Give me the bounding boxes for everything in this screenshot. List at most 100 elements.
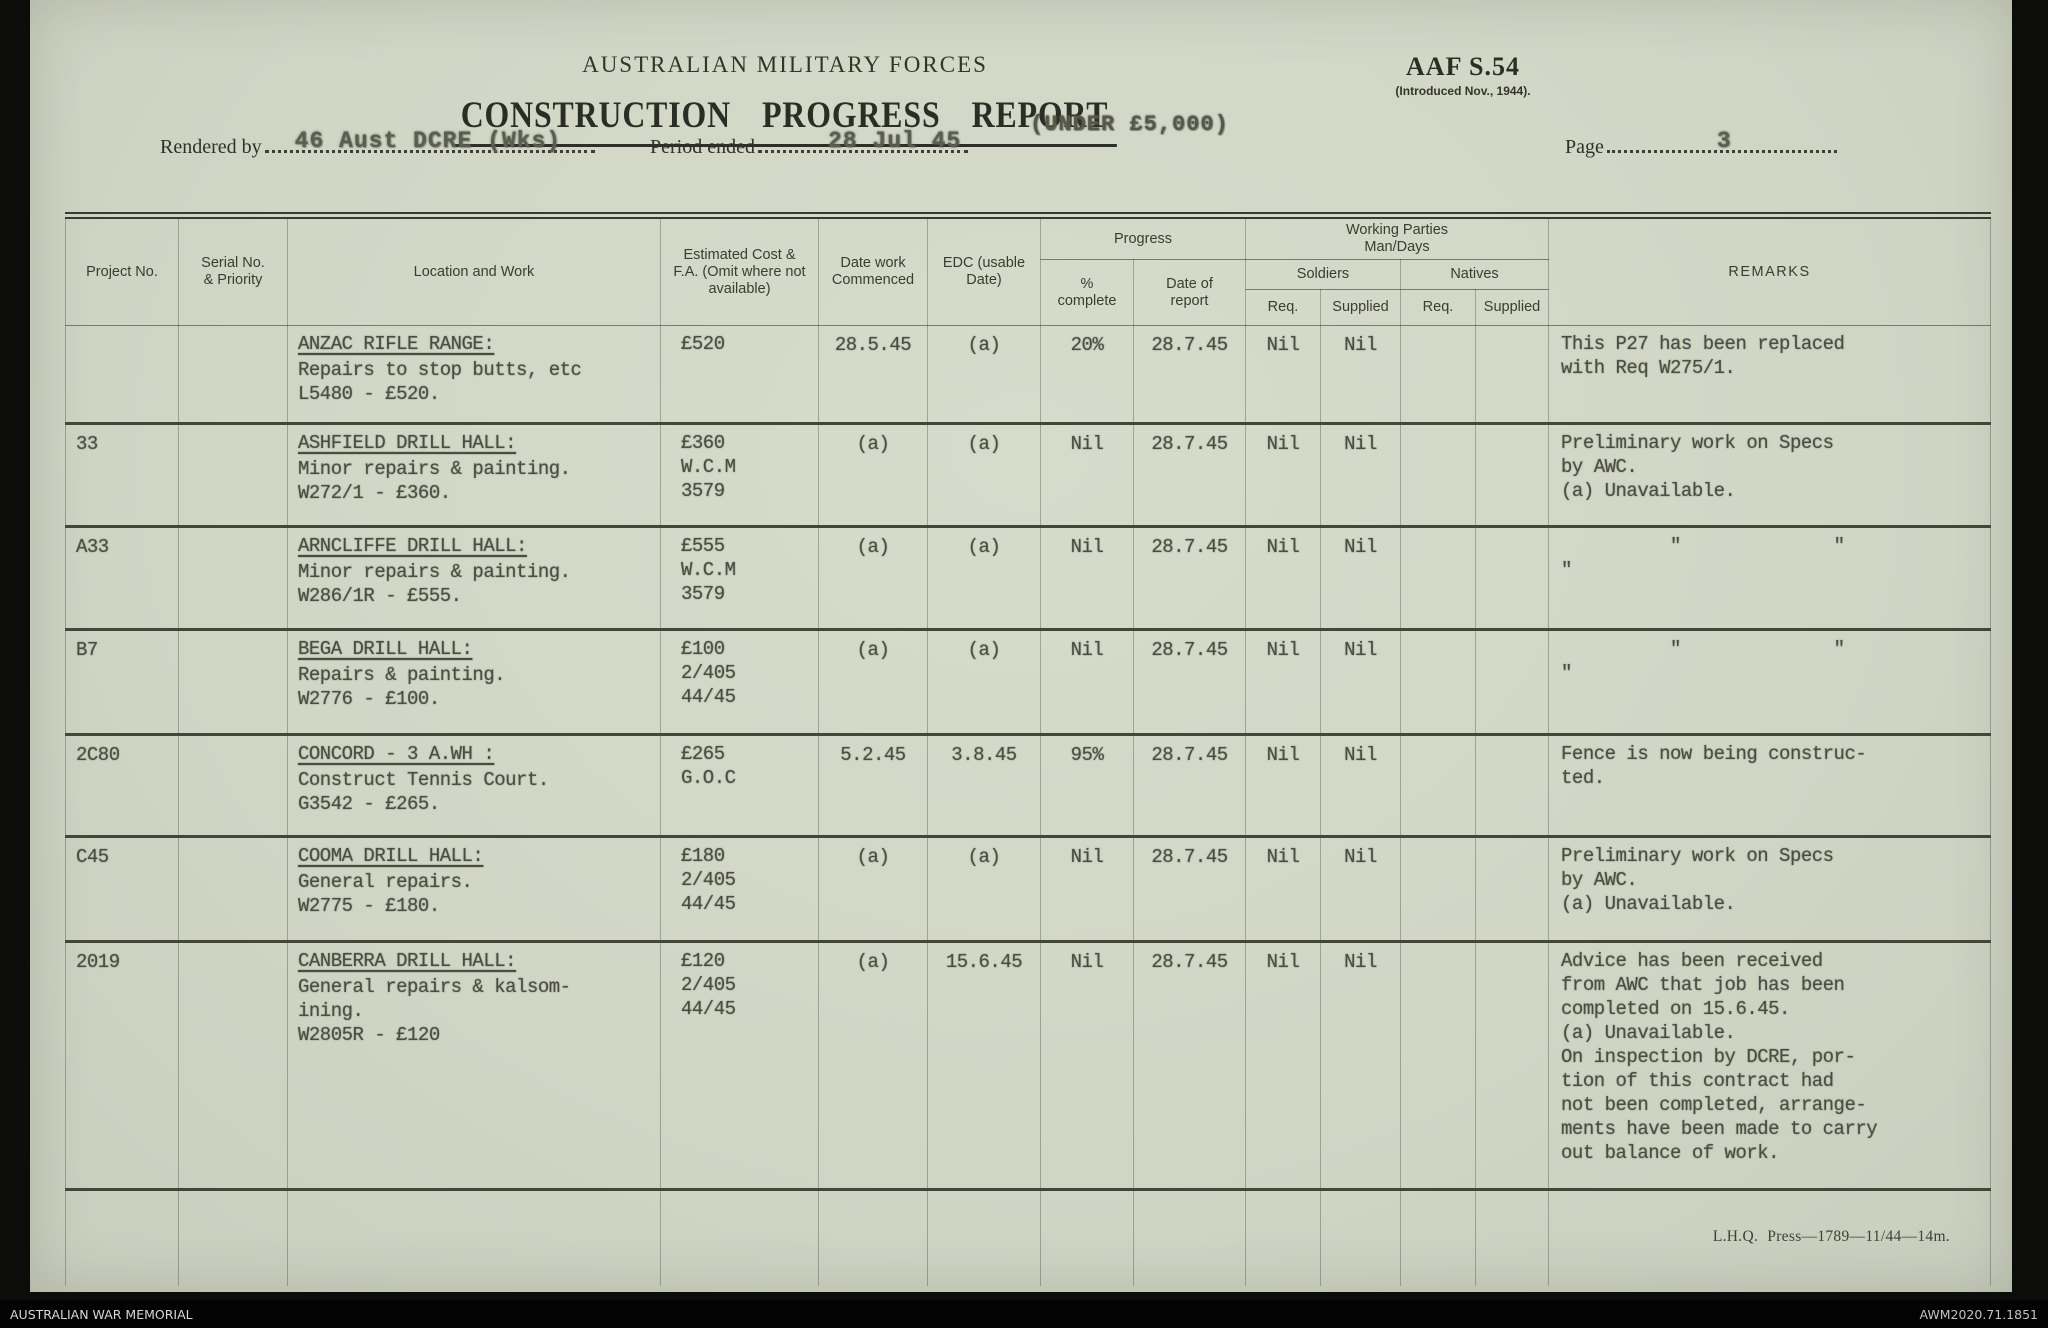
cell-project-no: 2C80 — [65, 734, 179, 838]
cell-date-of-report: 28.7.45 — [1133, 836, 1246, 943]
location-title: BEGA DRILL HALL: — [298, 638, 473, 660]
cell-natives-req — [1400, 734, 1476, 838]
page-value: 3 — [1716, 128, 1732, 154]
table-header: Project No. Serial No. & Priority Locati… — [65, 215, 1992, 326]
table-row: 2C80 CONCORD - 3 A.WH : Construct Tennis… — [65, 734, 1992, 838]
cell-serial-priority — [178, 941, 288, 1191]
cell-location-and-work: BEGA DRILL HALL: Repairs & painting. W27… — [287, 629, 661, 736]
table-body: ANZAC RIFLE RANGE: Repairs to stop butts… — [65, 325, 1992, 1191]
location-title: CONCORD - 3 A.WH : — [298, 743, 495, 765]
cell-date-commenced: (a) — [818, 941, 928, 1191]
cell-remarks: " " " — [1548, 629, 1992, 736]
cell-estimated-cost: £360 W.C.M 3579 — [660, 423, 819, 528]
group-header-progress: Progress — [1040, 215, 1246, 260]
group-header-soldiers: Soldiers — [1245, 259, 1401, 290]
location-detail: General repairs. W2775 - £180. — [298, 871, 473, 917]
table-row: B7 BEGA DRILL HALL: Repairs & painting. … — [65, 629, 1992, 736]
archive-bar: AUSTRALIAN WAR MEMORIAL AWM2020.71.1851 — [0, 1300, 2048, 1328]
cell-project-no: A33 — [65, 526, 179, 631]
cell-location-and-work: ARNCLIFFE DRILL HALL: Minor repairs & pa… — [287, 526, 661, 631]
cell-remarks: Fence is now being construc- ted. — [1548, 734, 1992, 838]
archive-bar-left-label: AUSTRALIAN WAR MEMORIAL — [10, 1306, 193, 1322]
table-row: C45 COOMA DRILL HALL: General repairs. W… — [65, 836, 1992, 943]
group-header-natives: Natives — [1399, 259, 1550, 290]
cell-soldiers-req: Nil — [1245, 325, 1321, 425]
cell-natives-supplied — [1474, 734, 1550, 838]
col-header-project-no: Project No. — [65, 215, 179, 326]
cell-soldiers-supplied: Nil — [1320, 836, 1401, 943]
cell-serial-priority — [178, 526, 288, 631]
cell-project-no: 33 — [65, 423, 179, 528]
cell-edc: (a) — [927, 526, 1041, 631]
cell-location-and-work: CONCORD - 3 A.WH : Construct Tennis Cour… — [287, 734, 661, 838]
cell-project-no: B7 — [65, 629, 179, 736]
page-field: Page 3 — [1565, 128, 1837, 159]
cell-percent-complete: Nil — [1040, 526, 1134, 631]
col-header-natives-supplied: Supplied — [1474, 289, 1550, 326]
period-ended-field: Period ended 28 Jul 45 — [650, 128, 968, 159]
cell-soldiers-supplied: Nil — [1320, 629, 1401, 736]
location-detail: General repairs & kalsom- ining. W2805R … — [298, 976, 571, 1046]
col-header-natives-req: Req. — [1400, 289, 1476, 326]
cell-natives-supplied — [1474, 629, 1550, 736]
cell-natives-req — [1400, 325, 1476, 425]
form-number: AAF S.54 — [1406, 52, 1520, 81]
cell-soldiers-req: Nil — [1245, 423, 1321, 528]
cell-date-of-report: 28.7.45 — [1133, 941, 1246, 1191]
form-introduced-note: (Introduced Nov., 1944). — [1395, 84, 1531, 98]
cell-estimated-cost: £555 W.C.M 3579 — [660, 526, 819, 631]
cell-natives-req — [1400, 526, 1476, 631]
cell-remarks: This P27 has been replaced with Req W275… — [1548, 325, 1992, 425]
group-header-working-parties: Working Parties Man/Days — [1244, 215, 1550, 260]
cell-date-commenced: (a) — [818, 629, 928, 736]
construction-progress-table: Project No. Serial No. & Priority Locati… — [65, 212, 1992, 1286]
cell-location-and-work: ASHFIELD DRILL HALL: Minor repairs & pai… — [287, 423, 661, 528]
archive-bar-right-label: AWM2020.71.1851 — [1919, 1306, 2039, 1322]
cell-date-of-report: 28.7.45 — [1133, 629, 1246, 736]
cell-natives-req — [1400, 423, 1476, 528]
cell-percent-complete: Nil — [1040, 629, 1134, 736]
cell-soldiers-req: Nil — [1245, 734, 1321, 838]
location-title: ARNCLIFFE DRILL HALL: — [298, 535, 527, 557]
location-title: ANZAC RIFLE RANGE: — [298, 333, 495, 355]
table-row: 2019 CANBERRA DRILL HALL: General repair… — [65, 941, 1992, 1191]
col-header-soldiers-req: Req. — [1245, 289, 1321, 326]
col-header-date-of-report: Date of report — [1133, 259, 1246, 326]
col-header-date-work-commenced: Date work Commenced — [818, 215, 928, 326]
form-header: AUSTRALIAN MILITARY FORCES CONSTRUCTION … — [360, 52, 1210, 147]
table-row: A33 ARNCLIFFE DRILL HALL: Minor repairs … — [65, 526, 1992, 631]
rendered-by-value: 46 Aust DCRE (Wks) — [294, 128, 562, 154]
period-ended-label: Period ended — [650, 136, 755, 158]
cell-remarks: " " " — [1548, 526, 1992, 631]
cell-edc: (a) — [927, 836, 1041, 943]
location-detail: Minor repairs & painting. W272/1 - £360. — [298, 458, 571, 504]
location-detail: Repairs & painting. W2776 - £100. — [298, 664, 506, 710]
cell-soldiers-req: Nil — [1245, 629, 1321, 736]
cell-estimated-cost: £100 2/405 44/45 — [660, 629, 819, 736]
cell-date-commenced: 5.2.45 — [818, 734, 928, 838]
cell-location-and-work: ANZAC RIFLE RANGE: Repairs to stop butts… — [287, 325, 661, 425]
cell-date-of-report: 28.7.45 — [1133, 423, 1246, 528]
cell-natives-supplied — [1474, 325, 1550, 425]
cell-soldiers-supplied: Nil — [1320, 325, 1401, 425]
cell-edc: (a) — [927, 423, 1041, 528]
cell-edc: 3.8.45 — [927, 734, 1041, 838]
col-header-estimated-cost: Estimated Cost & F.A. (Omit where not av… — [660, 215, 819, 326]
cell-serial-priority — [178, 629, 288, 736]
cell-percent-complete: Nil — [1040, 941, 1134, 1191]
form-title: CONSTRUCTION PROGRESS REPORT — [452, 94, 1118, 147]
cell-natives-supplied — [1474, 941, 1550, 1191]
cell-edc: (a) — [927, 325, 1041, 425]
cell-estimated-cost: £265 G.O.C — [660, 734, 819, 838]
table-row: ANZAC RIFLE RANGE: Repairs to stop butts… — [65, 325, 1992, 425]
cell-natives-supplied — [1474, 423, 1550, 528]
cell-estimated-cost: £120 2/405 44/45 — [660, 941, 819, 1191]
cell-date-of-report: 28.7.45 — [1133, 734, 1246, 838]
cell-estimated-cost: £520 — [660, 325, 819, 425]
table-footer-spacer — [65, 1189, 1992, 1286]
spacer-row — [65, 1189, 1992, 1286]
cell-remarks: Preliminary work on Specs by AWC. (a) Un… — [1548, 836, 1992, 943]
cell-serial-priority — [178, 836, 288, 943]
cell-percent-complete: Nil — [1040, 423, 1134, 528]
org-title: AUSTRALIAN MILITARY FORCES — [582, 52, 988, 77]
